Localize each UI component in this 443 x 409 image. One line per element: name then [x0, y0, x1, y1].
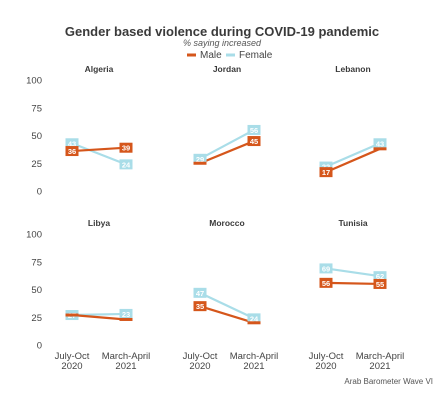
- female-point: [193, 153, 207, 164]
- female-point: [319, 263, 333, 274]
- male-point: [119, 317, 133, 321]
- y-tick-label: 25: [31, 313, 42, 324]
- legend-female-label: Female: [239, 50, 273, 61]
- female-point: [319, 161, 333, 172]
- female-point: [119, 308, 133, 319]
- male-line: [325, 147, 381, 174]
- male-point: [193, 301, 207, 312]
- y-tick-label: 50: [31, 285, 42, 296]
- x-tick-label: 2021: [115, 361, 136, 372]
- male-point: [65, 313, 79, 317]
- y-tick-label: 25: [31, 159, 42, 170]
- male-data-label: 39: [122, 144, 130, 153]
- panel-tunisia: Tunisia 69 62 56 55: [319, 218, 387, 289]
- female-data-label: 43: [68, 139, 76, 148]
- female-data-label: 62: [376, 272, 384, 281]
- female-data-label: 24: [122, 160, 131, 169]
- x-tick-label: March-April: [230, 351, 279, 362]
- y-tick-label: 100: [26, 76, 42, 87]
- legend-male-label: Male: [200, 50, 222, 61]
- y-axes: 0 25 50 75 100 0 25 50 75 100: [26, 76, 42, 352]
- panel-lebanon: Lebanon 22 43 17: [319, 64, 387, 178]
- male-point: [319, 277, 333, 288]
- panel-jordan: Jordan 29 56 45: [193, 64, 261, 165]
- male-point: [119, 142, 133, 153]
- chart-title: Gender based violence during COVID-19 pa…: [65, 24, 379, 39]
- female-point: [373, 138, 387, 149]
- y-tick-label: 75: [31, 257, 42, 268]
- male-data-label: 55: [376, 280, 384, 289]
- female-data-label: 47: [196, 289, 204, 298]
- male-line: [199, 305, 255, 324]
- female-data-label: 43: [376, 139, 384, 148]
- female-point: [65, 138, 79, 149]
- y-tick-label: 0: [37, 341, 42, 352]
- x-tick-label: 2020: [189, 361, 210, 372]
- x-tick-label: 2020: [61, 361, 82, 372]
- male-line: [71, 146, 127, 153]
- male-point: [373, 147, 387, 151]
- female-data-label: 22: [322, 163, 330, 172]
- male-point: [247, 136, 261, 147]
- x-tick-label: 2021: [243, 361, 264, 372]
- female-data-label: 56: [250, 126, 258, 135]
- panel-algeria: Algeria 43 24 36 39: [65, 64, 133, 170]
- panel-title: Libya: [88, 218, 110, 228]
- female-line: [325, 267, 381, 278]
- male-line: [199, 140, 255, 165]
- panel-title: Morocco: [209, 218, 244, 228]
- female-point: [373, 271, 387, 282]
- y-tick-label: 50: [31, 131, 42, 142]
- male-line: [325, 281, 381, 286]
- female-point: [193, 287, 207, 298]
- male-point: [373, 278, 387, 289]
- panel-title: Jordan: [213, 64, 241, 74]
- y-tick-label: 100: [26, 230, 42, 241]
- y-tick-label: 75: [31, 103, 42, 114]
- male-point: [247, 321, 261, 325]
- male-data-label: 56: [322, 279, 330, 288]
- female-line: [199, 128, 255, 160]
- panels: Algeria 43 24 36 39 Jordan 29 56 45 Lebanon 22 43 17…: [65, 64, 387, 325]
- legend: Male Female: [187, 50, 273, 61]
- x-tick-label: March-April: [356, 351, 405, 362]
- female-point: [247, 313, 261, 324]
- x-tick-label: July-Oct: [309, 351, 344, 362]
- male-data-label: 35: [196, 302, 204, 311]
- source-note: Arab Barometer Wave VI: [344, 377, 433, 386]
- male-data-label: 36: [68, 147, 76, 156]
- female-line: [325, 142, 381, 168]
- male-line: [71, 313, 127, 321]
- x-tick-label: July-Oct: [55, 351, 90, 362]
- male-data-label: 17: [322, 168, 330, 177]
- panel-morocco: Morocco 47 24 35: [193, 218, 261, 325]
- panel-title: Lebanon: [335, 64, 370, 74]
- male-point: [193, 161, 207, 165]
- x-tick-label: July-Oct: [183, 351, 218, 362]
- x-tick-label: March-April: [102, 351, 151, 362]
- panel-title: Tunisia: [338, 218, 367, 228]
- x-tick-label: 2021: [369, 361, 390, 372]
- male-point: [65, 146, 79, 157]
- female-point: [119, 159, 133, 170]
- female-data-label: 23: [122, 310, 130, 319]
- female-line: [71, 142, 127, 166]
- x-axis: July-Oct2020March-April2021July-Oct2020M…: [55, 351, 405, 372]
- female-data-label: 69: [322, 264, 330, 273]
- male-data-label: 45: [250, 137, 258, 146]
- female-data-label: 24: [250, 314, 259, 323]
- y-tick-label: 0: [37, 187, 42, 198]
- male-point: [319, 167, 333, 178]
- female-data-label: 29: [196, 155, 204, 164]
- female-point: [247, 124, 261, 135]
- panel-libya: Libya2723: [65, 218, 133, 321]
- female-line: [199, 291, 255, 320]
- chart-subtitle: % saying increased: [183, 38, 262, 48]
- x-tick-label: 2020: [315, 361, 336, 372]
- panel-title: Algeria: [85, 64, 114, 74]
